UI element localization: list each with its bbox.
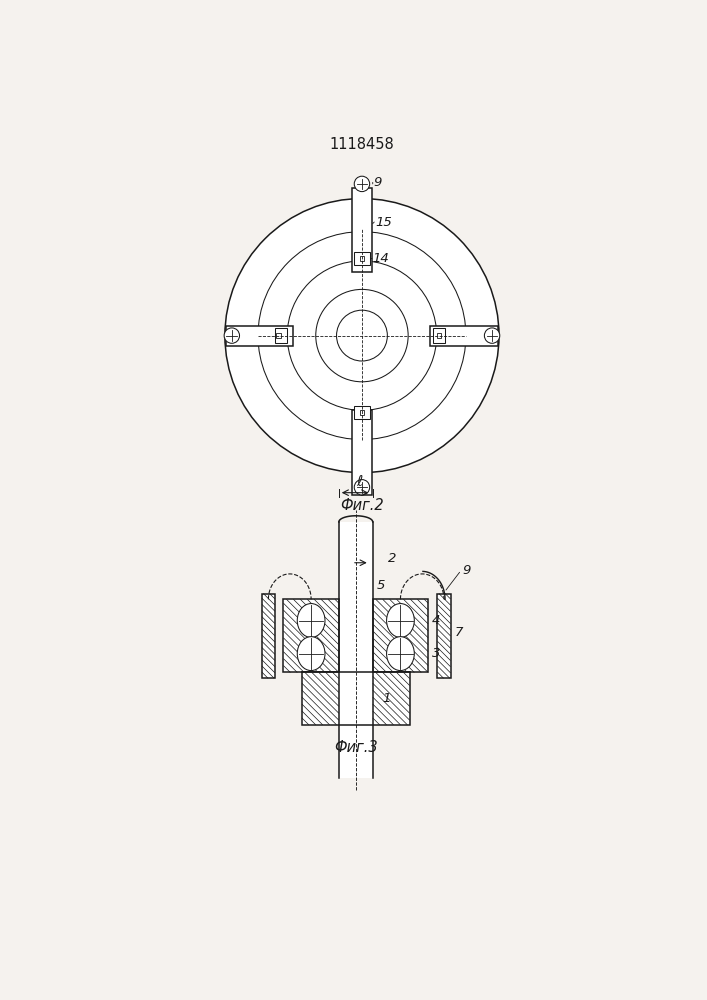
Bar [437,333,441,338]
Text: 5: 5 [377,579,385,592]
Text: 4: 4 [432,614,440,627]
Circle shape [225,199,499,473]
Bar [352,188,372,272]
Bar [360,256,364,261]
Bar [373,672,409,725]
Bar [262,594,275,678]
Text: 1: 1 [382,692,390,705]
Bar [360,410,364,415]
Bar [433,328,445,343]
Bar [339,522,373,778]
Bar [373,599,428,672]
Circle shape [354,176,370,192]
Text: ℓ: ℓ [356,474,362,489]
Ellipse shape [297,604,325,637]
Text: 1118458: 1118458 [329,137,395,152]
Bar [276,333,281,338]
Bar [354,252,370,265]
Bar [438,594,450,678]
Circle shape [484,328,500,343]
Text: 15: 15 [375,216,392,229]
Text: Фиг.2: Фиг.2 [340,497,384,512]
Text: 9: 9 [373,176,382,189]
Bar [302,672,339,725]
Bar [431,326,498,346]
Text: 2: 2 [388,552,397,565]
Text: 7: 7 [455,626,462,639]
Ellipse shape [387,604,414,637]
Bar [352,410,372,495]
Bar [373,599,428,672]
Circle shape [224,328,240,343]
Bar [302,672,409,725]
Bar [284,599,339,672]
Ellipse shape [297,637,325,671]
Text: Фиг.3: Фиг.3 [334,740,378,755]
Text: 9: 9 [462,564,470,577]
Bar [354,406,370,419]
Ellipse shape [387,637,414,671]
Bar [226,326,293,346]
Text: 3: 3 [432,647,440,660]
Bar [262,594,275,678]
Bar [438,594,450,678]
Bar [275,328,287,343]
Text: 14: 14 [373,252,390,265]
Circle shape [354,480,370,495]
Bar [284,599,339,672]
